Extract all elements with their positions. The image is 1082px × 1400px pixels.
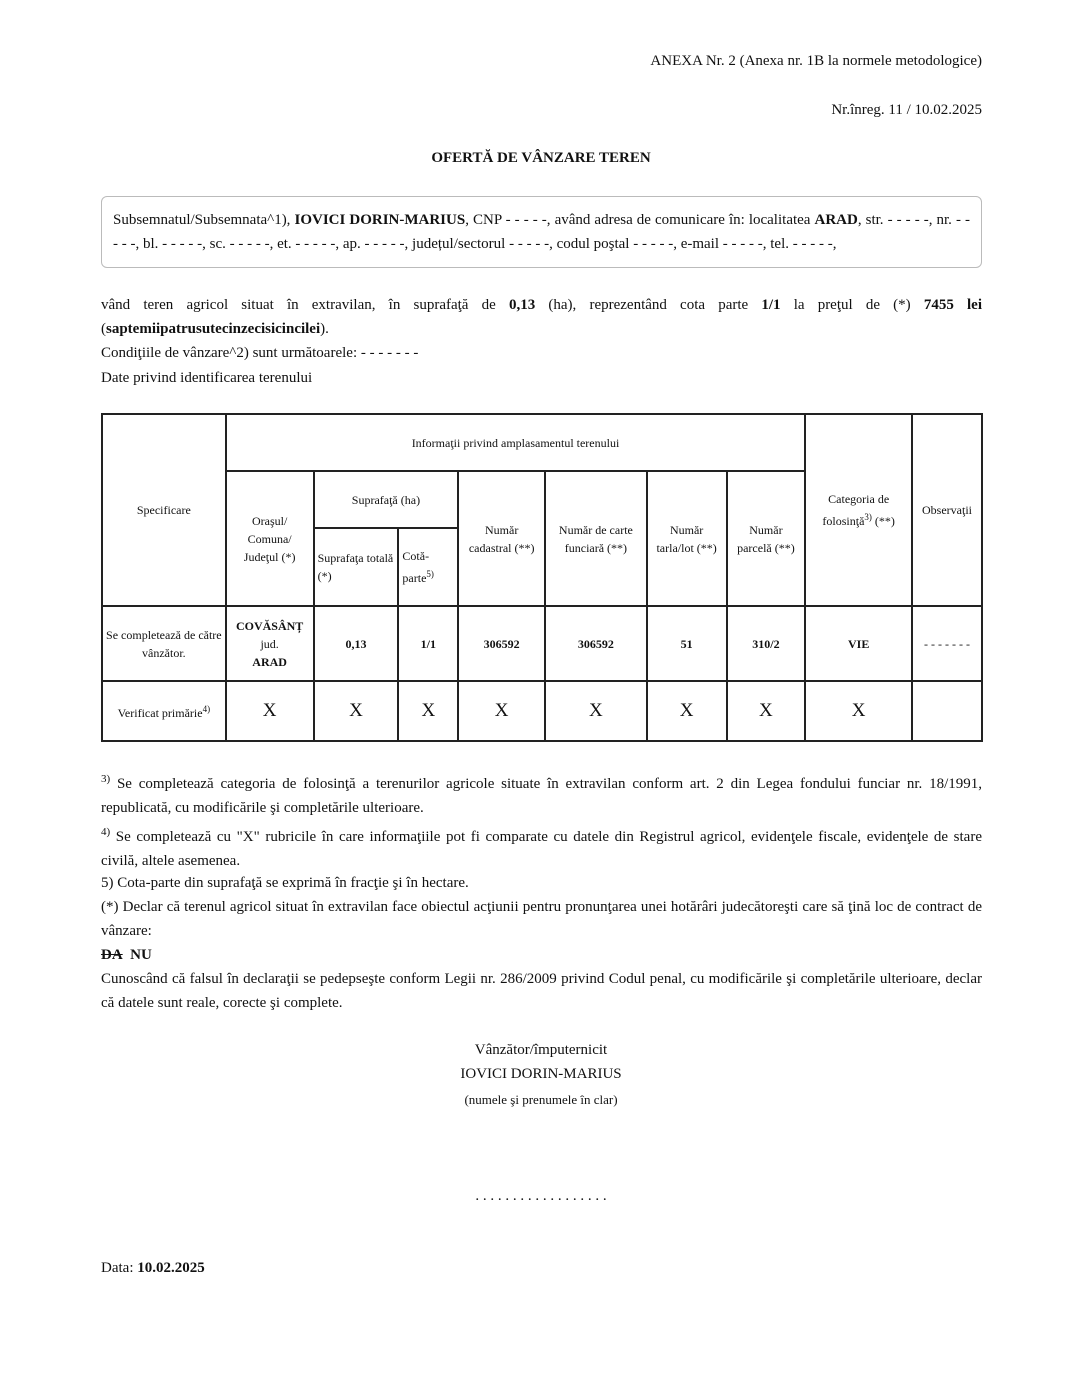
row-label: Verificat primărie4): [101, 680, 227, 742]
header-tarla: Număr tarla/lot (**): [645, 470, 728, 607]
text: la preţul de (*): [780, 297, 924, 313]
text: , CNP - - - - -, având adresa de comunic…: [465, 212, 815, 228]
text: , str. - - - - -, nr. - - - - -, bl. - -…: [113, 212, 970, 252]
seller-info-box: Subsemnatul/Subsemnata^1), IOVICI DORIN-…: [101, 196, 982, 268]
text: (: [101, 321, 106, 337]
header-cadastral: Număr cadastral (**): [457, 470, 547, 607]
check-mark: X: [224, 680, 315, 742]
signature-hint: (numele şi prenumele în clar): [464, 1092, 618, 1107]
footnote-5: 5) Cota-parte din suprafaţă se exprimă î…: [101, 875, 469, 891]
date: Data: 10.02.2025: [101, 1260, 205, 1276]
cell-observations: - - - - - - -: [911, 605, 983, 682]
cell-parcel: 310/2: [725, 605, 807, 682]
header-city: Oraşul/ Comuna/ Judeţul (*): [224, 470, 315, 607]
header-area: Suprafaţă (ha): [312, 470, 460, 529]
cell-area: 0,13: [312, 605, 400, 682]
cell-empty: [911, 680, 983, 742]
footnote-4: 4) Se completează cu "X" rubricile în ca…: [101, 826, 982, 869]
text: vând teren agricol situat în extravilan,…: [101, 297, 509, 313]
annex-label: ANEXA Nr. 2 (Anexa nr. 1B la normele met…: [650, 53, 982, 69]
text: Subsemnatul/Subsemnata^1),: [113, 212, 295, 228]
area: 0,13: [508, 297, 536, 313]
cell-cadastral: 306592: [457, 605, 547, 682]
price-words: saptemiipatrusutecinzecisicincilei: [106, 321, 321, 337]
table-row: Se completează de către vânzător. COVĂSÂN…: [101, 605, 983, 682]
header-category: Categoria de folosinţă3) (**): [804, 413, 914, 607]
check-mark: X: [312, 680, 400, 742]
header-parcel: Număr parcelă (**): [725, 470, 807, 607]
signature-role: Vânzător/împuternicit: [474, 1042, 608, 1058]
header-spec: Specificare: [101, 413, 227, 607]
text: ).: [320, 321, 329, 337]
check-mark: X: [645, 680, 728, 742]
check-mark: X: [804, 680, 914, 742]
conditions: Condiţiile de vânzare^2) sunt următoarel…: [101, 345, 419, 361]
share: 1/1: [761, 297, 781, 313]
seller-locality: ARAD: [814, 212, 858, 228]
declaration: (*) Declar că terenul agricol situat în …: [101, 899, 982, 939]
land-table: Specificare Informaţii privind amplasamen…: [101, 413, 983, 742]
header-total-area: Suprafaţa totală (*): [312, 527, 400, 607]
check-mark: X: [457, 680, 547, 742]
penal-statement: Cunoscând că falsul în declaraţii se ped…: [101, 971, 982, 1011]
option-nu: NU: [130, 947, 152, 963]
signature-line: . . . . . . . . . . . . . . . . . .: [475, 1188, 607, 1204]
cell-category: VIE: [804, 605, 914, 682]
identification-heading: Date privind identificarea terenului: [101, 370, 313, 386]
check-mark: X: [725, 680, 807, 742]
table-row: Verificat primărie4) X X X X X X X X: [101, 680, 983, 742]
check-mark: X: [397, 680, 460, 742]
check-mark: X: [544, 680, 648, 742]
header-land-book: Număr de carte funciară (**): [544, 470, 648, 607]
price: 7455 lei: [923, 297, 982, 313]
signature-name: IOVICI DORIN-MARIUS: [460, 1066, 622, 1082]
option-da: DA: [101, 947, 123, 963]
cell-share: 1/1: [397, 605, 460, 682]
cell-city: COVĂSÂNȚ jud. ARAD: [224, 605, 315, 682]
cell-tarla: 51: [645, 605, 728, 682]
header-info: Informaţii privind amplasamentul terenul…: [224, 413, 807, 472]
seller-name: IOVICI DORIN-MARIUS: [294, 212, 466, 228]
cell-land-book: 306592: [544, 605, 648, 682]
text: (ha), reprezentând cota parte: [535, 297, 762, 313]
document-title: OFERTĂ DE VÂNZARE TEREN: [431, 150, 651, 166]
header-share: Cotă-parte5): [397, 527, 460, 607]
row-label: Se completează de către vânzător.: [101, 605, 227, 682]
yes-no-choice: DA NU: [101, 943, 982, 967]
registration-number: Nr.înreg. 11 / 10.02.2025: [831, 102, 982, 118]
header-observations: Observaţii: [911, 413, 983, 607]
footnote-3: 3) Se completează categoria de folosinţă…: [101, 773, 982, 816]
offer-paragraph: vând teren agricol situat în extravilan,…: [101, 293, 982, 341]
